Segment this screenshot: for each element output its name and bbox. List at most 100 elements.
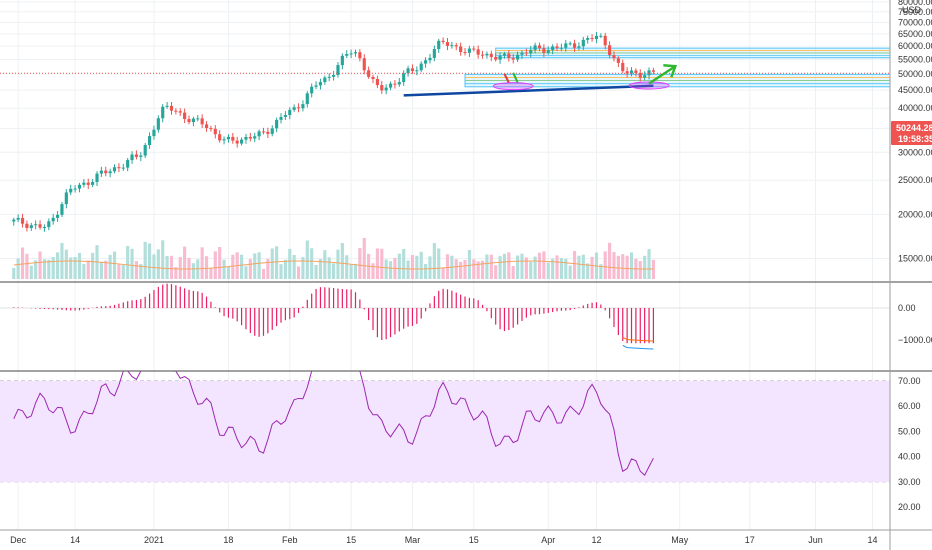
price-tick-label: 15000.00 [898,254,932,264]
volume-bar [489,254,493,279]
volume-bar [248,259,252,279]
volume-bar [91,252,95,279]
volume-bar [42,259,47,279]
candle-body [489,53,493,58]
volume-bar [502,253,507,279]
volume-bar [546,262,550,279]
candle-body [472,48,476,50]
candle-body [520,52,524,55]
volume-bar [419,251,423,279]
volume-bar [82,264,86,279]
candle-body [476,49,480,55]
candle-body [209,128,213,130]
volume-bar [253,253,257,279]
candle-body [314,85,318,87]
candle-body [231,136,235,141]
volume-bar [375,248,379,279]
volume-bar [480,260,485,279]
candle-body [51,217,55,222]
volume-bar [270,248,274,279]
candle-body [161,106,165,119]
volume-bar [318,258,323,279]
candle-body [402,73,406,83]
candle-body [441,40,445,43]
candle-body [148,136,152,146]
volume-bar [20,247,25,279]
volume-bar [572,250,577,279]
volume-bar [340,242,344,279]
volume-bar [47,259,51,279]
volume-bar [148,243,152,279]
volume-bar [612,252,616,279]
arrow-down [503,73,510,83]
volume-bar [121,264,125,279]
volume-bar [432,243,436,279]
price-tick-label: 20000.00 [898,209,932,219]
volume-bar [139,264,143,279]
volume-bar [12,268,16,279]
currency-label: USD [902,5,922,15]
volume-bar [161,240,165,279]
rsi-tick-label: 20.00 [898,502,921,512]
macd-tick-label: 0.00 [898,303,916,313]
candle-body [511,58,515,60]
candle-body [16,217,20,220]
candle-body [104,170,108,174]
candle-body [467,48,471,53]
candle-body [240,139,244,144]
volume-bar [323,250,327,279]
candle-body [375,79,379,86]
time-axis[interactable]: Dec 14 2021 18 Feb 15 Mar 15 Apr 12 May 17 Jun 14 [10,535,877,545]
candle-body [296,107,301,109]
volume-bar [533,256,537,279]
macd-axis[interactable]: 0.00 −1000.00 [898,303,932,345]
candle-body [564,43,568,48]
volume-bar [358,248,362,279]
volume-bar [261,268,266,279]
candle-body [603,35,607,46]
candle-body [507,53,511,59]
time-tick-label: 14 [867,535,877,545]
current-price-label: 50244.28 [896,123,932,133]
candle-body [437,40,441,50]
rsi-axis[interactable]: 70.00 60.00 50.00 40.00 30.00 20.00 [898,376,921,512]
volume-bar [86,260,90,279]
price-tick-label: 40000.00 [898,103,932,113]
macd-tick-label: −1000.00 [898,335,932,345]
candle-body [621,62,625,72]
candle-body [529,49,533,54]
volume-bar [643,255,647,279]
candle-body [454,45,458,47]
volume-bar [108,254,112,279]
price-badge: 50244.28 19:58:35 [891,121,932,145]
candle-body [130,154,134,161]
volume-bar [279,264,283,279]
candle-body [494,57,498,60]
time-tick-label: 2021 [144,535,164,545]
volume-bar [651,259,655,279]
volume-bar [310,248,314,279]
volume-bar [542,251,546,279]
volume-bar [332,263,336,279]
countdown-label: 19:58:35 [898,134,932,144]
volume-bar [16,258,20,279]
volume-bar [117,264,121,279]
volume-bar [581,254,585,279]
candle-body [235,140,239,144]
candle-body [139,155,143,157]
candle-body [345,54,349,56]
volume-bar [424,263,428,279]
volume-bar [257,252,261,279]
volume-bar [507,252,511,279]
volume-bar [559,257,563,279]
candle-body [524,52,528,54]
volume-bar [165,256,169,279]
candle-body [29,225,33,228]
time-tick-label: 12 [591,535,601,545]
candle-body [428,57,432,61]
volume-bar [34,260,38,279]
volume-bar [621,254,625,279]
rsi-tick-label: 40.00 [898,452,921,462]
volume-bar [638,261,642,279]
volume-bar [266,258,270,279]
